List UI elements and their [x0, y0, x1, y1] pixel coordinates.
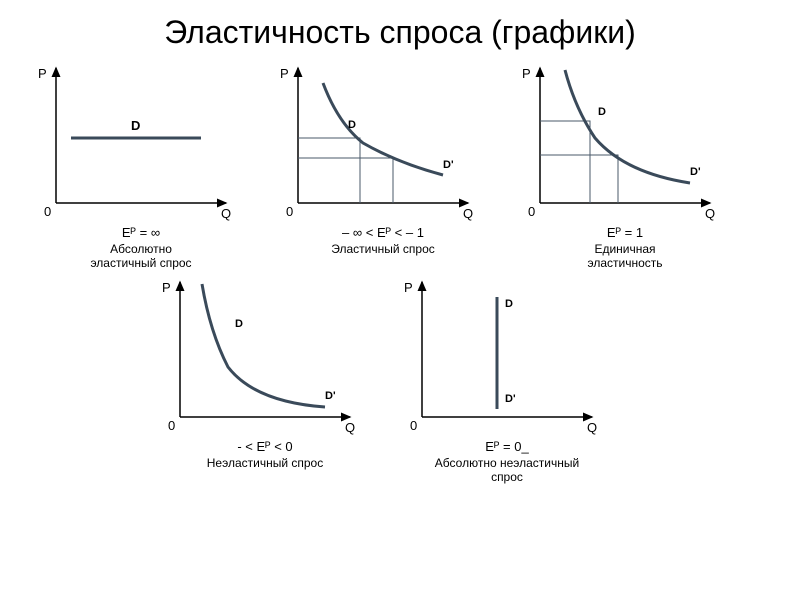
chart-abs-elastic: P Q 0 D Eᴾ = ∞ Абсолютноэластичный спрос	[26, 63, 256, 271]
axis-origin: 0	[44, 204, 51, 219]
axis-label-p: P	[522, 66, 531, 81]
axis-label-q: Q	[463, 206, 473, 221]
chart-caption: Абсолютно неэластичныйспрос	[392, 456, 622, 485]
axis-label-p: P	[404, 280, 413, 295]
chart-formula: – ∞ < Eᴾ < – 1	[268, 225, 498, 240]
chart-svg: P Q 0 D D'	[150, 277, 360, 437]
axis-label-q: Q	[705, 206, 715, 221]
curve-label-d: D	[235, 318, 243, 330]
axis-origin: 0	[286, 204, 293, 219]
chart-row-2: P Q 0 D D' - < Eᴾ < 0 Неэластичный спрос	[20, 271, 780, 485]
axis-origin: 0	[528, 204, 535, 219]
guide-2	[298, 158, 393, 203]
guide-2	[540, 155, 618, 203]
chart-formula: Eᴾ = ∞	[26, 225, 256, 240]
curve-label-dp: D'	[505, 393, 516, 405]
axis-label-q: Q	[345, 420, 355, 435]
curve-label-d: D	[348, 119, 356, 131]
demand-curve	[323, 83, 443, 175]
chart-formula: - < Eᴾ < 0	[150, 439, 380, 454]
chart-row-1: P Q 0 D Eᴾ = ∞ Абсолютноэластичный спрос…	[20, 57, 780, 271]
chart-inelastic: P Q 0 D D' - < Eᴾ < 0 Неэластичный спрос	[150, 277, 380, 485]
chart-caption: Эластичный спрос	[268, 242, 498, 256]
axis-label-p: P	[38, 66, 47, 81]
chart-svg: P Q 0 D D'	[392, 277, 602, 437]
chart-caption: Единичнаяэластичность	[510, 242, 740, 271]
axis-label-p: P	[280, 66, 289, 81]
curve-label-d: D	[505, 298, 513, 310]
curve-label-d: D	[598, 106, 606, 118]
guide-1	[298, 138, 360, 203]
curve-label-dp: D'	[325, 390, 336, 402]
demand-curve	[202, 284, 325, 407]
chart-unit-elastic: P Q 0 D D' Eᴾ = 1 Единичнаяэластичность	[510, 63, 740, 271]
curve-label-d: D	[131, 118, 140, 133]
chart-caption: Неэластичный спрос	[150, 456, 380, 470]
chart-svg: P Q 0 D	[26, 63, 236, 223]
axis-origin: 0	[410, 418, 417, 433]
axis-label-q: Q	[587, 420, 597, 435]
demand-curve	[565, 70, 690, 183]
chart-caption: Абсолютноэластичный спрос	[26, 242, 256, 271]
chart-elastic: P Q 0 D D' – ∞ < Eᴾ < – 1 Эластичный спр…	[268, 63, 498, 271]
axis-label-q: Q	[221, 206, 231, 221]
guide-1	[540, 121, 590, 203]
chart-abs-inelastic: P Q 0 D D' Eᴾ = 0_ Абсолютно неэластичны…	[392, 277, 622, 485]
curve-label-dp: D'	[443, 159, 454, 171]
chart-svg: P Q 0 D D'	[268, 63, 478, 223]
chart-formula: Eᴾ = 1	[510, 225, 740, 240]
axis-label-p: P	[162, 280, 171, 295]
chart-svg: P Q 0 D D'	[510, 63, 720, 223]
page-title: Эластичность спроса (графики)	[0, 0, 800, 57]
charts-grid: P Q 0 D Eᴾ = ∞ Абсолютноэластичный спрос…	[20, 57, 780, 485]
chart-formula: Eᴾ = 0_	[392, 439, 622, 454]
curve-label-dp: D'	[690, 166, 701, 178]
axis-origin: 0	[168, 418, 175, 433]
